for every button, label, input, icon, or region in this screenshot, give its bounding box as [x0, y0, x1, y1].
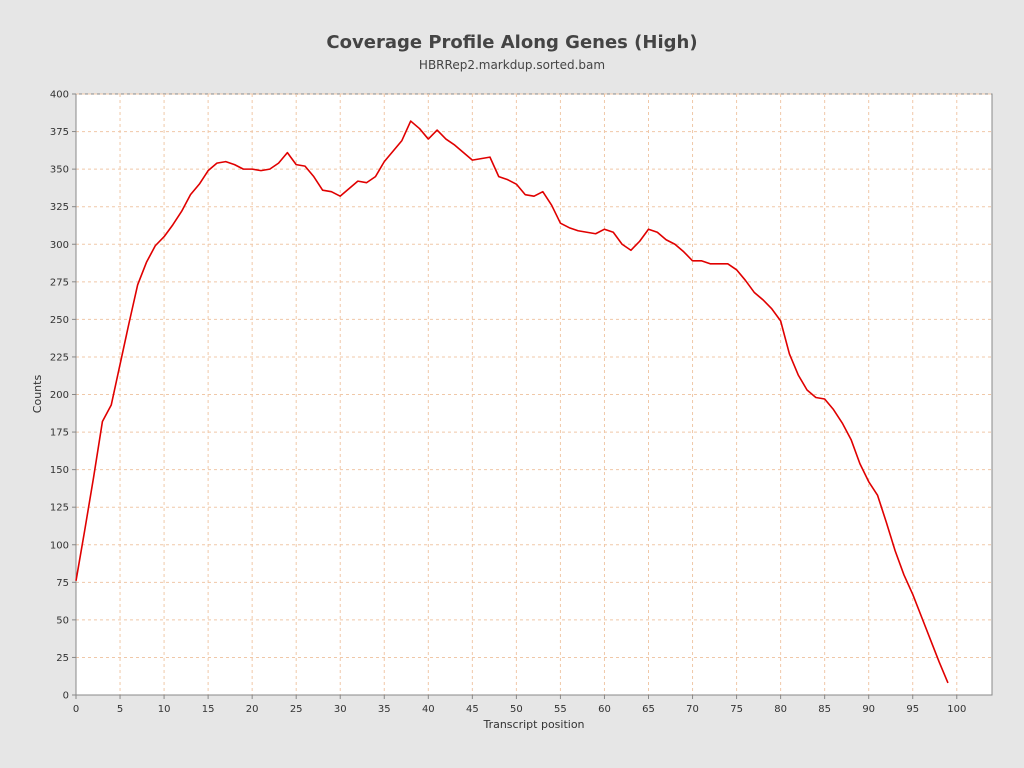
y-tick-label: 25: [56, 653, 69, 664]
y-tick-label: 275: [50, 277, 69, 288]
x-tick-label: 0: [73, 704, 79, 715]
x-tick-label: 70: [686, 704, 699, 715]
x-tick-label: 65: [642, 704, 655, 715]
y-axis-label: Counts: [31, 375, 44, 414]
x-tick-label: 100: [947, 704, 966, 715]
y-tick-label: 50: [56, 615, 69, 626]
grid-lines: [76, 93, 992, 695]
y-tick-label: 125: [50, 503, 69, 514]
y-tick-label: 250: [50, 315, 69, 326]
y-tick-label: 300: [50, 240, 69, 251]
x-tick-label: 15: [202, 704, 215, 715]
tick-labels: 0255075100125150175200225250275300325350…: [50, 90, 966, 716]
x-tick-label: 45: [466, 704, 479, 715]
y-tick-label: 325: [50, 202, 69, 213]
y-tick-label: 150: [50, 465, 69, 476]
x-tick-label: 85: [818, 704, 831, 715]
chart-title: Coverage Profile Along Genes (High): [326, 32, 697, 53]
x-tick-label: 10: [158, 704, 171, 715]
x-tick-label: 20: [246, 704, 259, 715]
y-tick-label: 350: [50, 165, 69, 176]
x-tick-label: 60: [598, 704, 611, 715]
x-tick-label: 40: [422, 704, 435, 715]
y-tick-label: 225: [50, 352, 69, 363]
y-tick-label: 0: [63, 691, 69, 702]
x-axis-label: Transcript position: [482, 718, 584, 731]
x-tick-label: 50: [510, 704, 523, 715]
x-tick-label: 55: [554, 704, 567, 715]
y-tick-label: 200: [50, 390, 69, 401]
x-tick-label: 5: [117, 704, 123, 715]
axes: [72, 93, 992, 699]
series-layer: [75, 120, 949, 684]
x-tick-label: 35: [378, 704, 391, 715]
y-tick-label: 375: [50, 127, 69, 138]
x-tick-label: 30: [334, 704, 347, 715]
x-tick-label: 90: [862, 704, 875, 715]
y-tick-label: 100: [50, 540, 69, 551]
x-tick-label: 95: [906, 704, 919, 715]
x-tick-label: 25: [290, 704, 303, 715]
y-tick-label: 400: [50, 90, 69, 101]
chart-subtitle: HBRRep2.markdup.sorted.bam: [419, 58, 605, 72]
y-tick-label: 175: [50, 428, 69, 439]
x-tick-label: 80: [774, 704, 787, 715]
coverage-series-line: [75, 120, 949, 684]
x-tick-label: 75: [730, 704, 743, 715]
y-tick-label: 75: [56, 578, 69, 589]
